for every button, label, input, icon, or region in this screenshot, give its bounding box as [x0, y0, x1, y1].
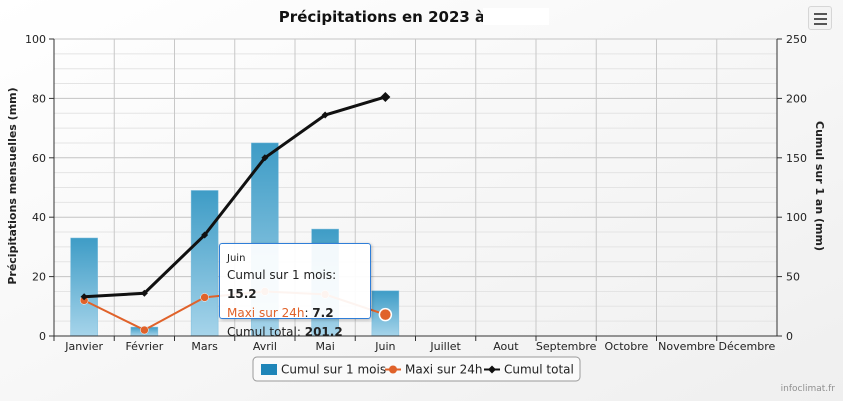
- x-tick-label: Décembre: [718, 340, 775, 353]
- bar: [190, 190, 219, 337]
- y-tick-label: 60: [32, 152, 46, 165]
- y2-axis-title: Cumul sur 1 an (mm): [813, 121, 826, 251]
- x-tick-label: Janvier: [64, 340, 103, 353]
- x-tick-label: Septembre: [536, 340, 597, 353]
- tooltip-row-cumul-mois: Cumul sur 1 mois: 15.2: [227, 268, 337, 301]
- legend: Cumul sur 1 mois Maxi sur 24h Cumul total: [252, 356, 581, 382]
- x-tick-label: Juillet: [429, 340, 461, 353]
- tooltip-row-cumul-total: Cumul total: 201.2: [227, 325, 343, 339]
- x-tick-label: Octobre: [604, 340, 648, 353]
- legend-box: [252, 356, 581, 382]
- point-cumul-total: [321, 111, 329, 119]
- legend-swatch-bar: [261, 364, 277, 375]
- y-tick-label: 80: [32, 92, 46, 105]
- y2-tick-label: 0: [786, 330, 793, 343]
- tooltip-header: Juin: [227, 253, 246, 264]
- title-redaction: [483, 8, 549, 25]
- line-cumul-total: [84, 95, 386, 299]
- tooltip-label: Maxi sur 24h: [227, 306, 305, 320]
- legend-swatch-marker: [488, 365, 496, 374]
- legend-label: Cumul total: [504, 363, 574, 377]
- tooltip-value: 15.2: [227, 287, 257, 301]
- tooltip-value: 201.2: [304, 325, 343, 339]
- y-tick-label: 40: [32, 211, 46, 224]
- y2-tick-label: 50: [786, 271, 800, 284]
- y2-tick-label: 200: [786, 92, 807, 105]
- y2-tick-label: 100: [786, 211, 807, 224]
- tooltip-value: 7.2: [312, 306, 334, 320]
- tooltip-label: Cumul total: [227, 325, 297, 339]
- grid: [53, 38, 778, 337]
- bar: [70, 237, 98, 337]
- credit-link[interactable]: infoclimat.fr: [780, 384, 835, 394]
- tooltip-row-maxi-24h: Maxi sur 24h: 7.2: [227, 306, 334, 320]
- x-tick-label: Novembre: [658, 340, 715, 353]
- tooltip: Juin Cumul sur 1 mois: 15.2 Maxi sur 24h…: [219, 243, 371, 339]
- x-tick-label: Mars: [191, 340, 218, 353]
- point-maxi-24h: [140, 325, 149, 335]
- point-cumul-total: [140, 289, 148, 297]
- point-cumul-total: [261, 154, 269, 162]
- point-cumul-total: [80, 293, 88, 301]
- point-maxi-24h: [378, 307, 393, 322]
- x-tick-label: Mai: [315, 340, 334, 353]
- legend-label: Cumul sur 1 mois: [281, 363, 386, 377]
- x-tick-label: Février: [125, 340, 163, 353]
- y2-tick-label: 250: [786, 33, 807, 46]
- y-axis-title: Précipitations mensuelles (mm): [6, 87, 19, 284]
- point-maxi-24h: [200, 293, 209, 302]
- point-cumul-total: [201, 231, 209, 239]
- y-tick-label: 0: [39, 330, 46, 343]
- legend-label: Maxi sur 24h: [405, 363, 482, 377]
- x-tick-label: Juin: [374, 340, 395, 353]
- chart-title: Précipitations en 2023 à: [279, 8, 485, 26]
- point-cumul-total: [380, 91, 391, 102]
- y-tick-label: 20: [32, 271, 46, 284]
- legend-swatch-marker: [389, 365, 397, 374]
- y2-tick-label: 150: [786, 152, 807, 165]
- x-tick-label: Avril: [253, 340, 277, 353]
- y-tick-label: 100: [25, 33, 46, 46]
- hamburger-menu-icon[interactable]: [808, 6, 832, 30]
- axes: 0 20 40 60 80 100 0 50 100 150 200 250 Janvier Févrie…: [25, 33, 807, 353]
- tooltip-label: Cumul sur 1 mois: [227, 268, 333, 282]
- x-tick-label: Aout: [493, 340, 519, 353]
